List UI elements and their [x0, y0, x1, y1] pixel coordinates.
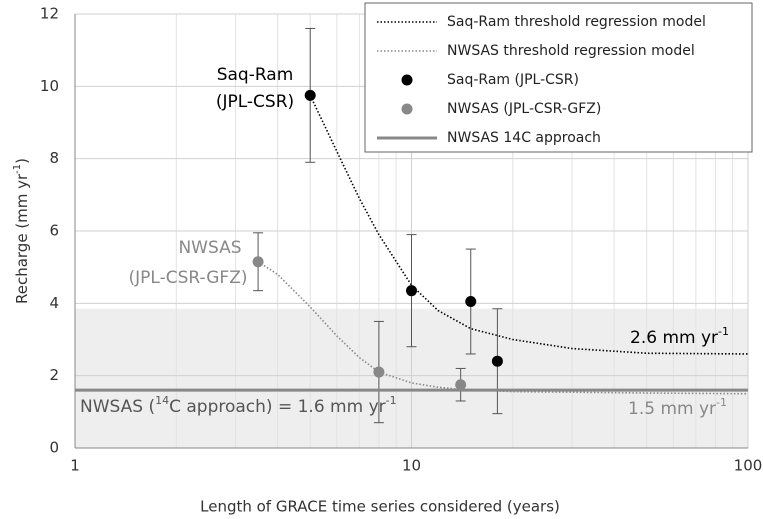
point — [304, 89, 316, 101]
annotation-part: (JPL-CSR) — [216, 92, 294, 112]
point — [252, 256, 264, 268]
point — [406, 285, 417, 297]
y-tick-label: 10 — [40, 77, 59, 95]
x-tick-label: 100 — [734, 457, 763, 475]
regression-curve — [309, 95, 749, 355]
annotation-part: NWSAS ( — [80, 397, 155, 417]
annotation-part: NWSAS — [178, 238, 241, 258]
y-tick-label: 8 — [49, 149, 59, 167]
annotation: Saq-Ram — [217, 65, 294, 85]
legend-label: NWSAS threshold regression model — [447, 43, 695, 59]
annotation-part: 14 — [155, 394, 169, 407]
legend-swatch — [401, 74, 413, 86]
legend-label: NWSAS 14C approach — [447, 130, 601, 146]
annotation-part: -1 — [718, 325, 729, 338]
annotation: 1.5 mm yr-1 — [628, 396, 727, 420]
regression-curve — [257, 261, 749, 395]
annotation: (JPL-CSR) — [216, 92, 294, 112]
y-label-part: Recharge (mm yr — [13, 173, 31, 304]
y-label-part: -1 — [12, 164, 23, 174]
y-tick-label: 4 — [49, 294, 59, 312]
annotation: 2.6 mm yr-1 — [630, 325, 729, 349]
annotation-part: 2.6 mm yr — [630, 328, 718, 348]
annotation-part: -1 — [386, 394, 397, 407]
point — [373, 366, 385, 378]
y-tick-label: 2 — [49, 366, 59, 384]
point — [465, 296, 477, 308]
y-tick-label: 0 — [49, 439, 59, 457]
point — [455, 379, 467, 391]
point — [491, 355, 503, 367]
legend-label: NWSAS (JPL-CSR-GFZ) — [447, 101, 601, 117]
x-axis-label: Length of GRACE time series considered (… — [200, 498, 560, 516]
annotation-part: -1 — [716, 396, 727, 409]
legend-label: Saq-Ram (JPL-CSR) — [447, 72, 579, 88]
legend-box — [364, 2, 753, 153]
y-tick-label: 6 — [49, 222, 59, 240]
y-label-part: ) — [13, 158, 31, 164]
legend-label: Saq-Ram threshold regression model — [447, 14, 706, 30]
annotation-part: 1.5 mm yr — [628, 399, 716, 419]
legend-swatch — [401, 103, 413, 115]
annotation: NWSAS (14C approach) = 1.6 mm yr-1 — [80, 394, 397, 418]
y-axis-label: Recharge (mm yr-1) — [12, 158, 31, 304]
y-tick-label: 12 — [40, 5, 59, 23]
annotation: NWSAS — [178, 238, 241, 258]
annotation-part: Saq-Ram — [217, 65, 294, 85]
x-tick-label: 1 — [70, 457, 80, 475]
annotation-part: (JPL-CSR-GFZ) — [129, 268, 248, 288]
annotation: (JPL-CSR-GFZ) — [129, 268, 248, 288]
annotation-part: C approach) = 1.6 mm yr — [169, 397, 386, 417]
x-tick-label: 10 — [402, 457, 421, 475]
